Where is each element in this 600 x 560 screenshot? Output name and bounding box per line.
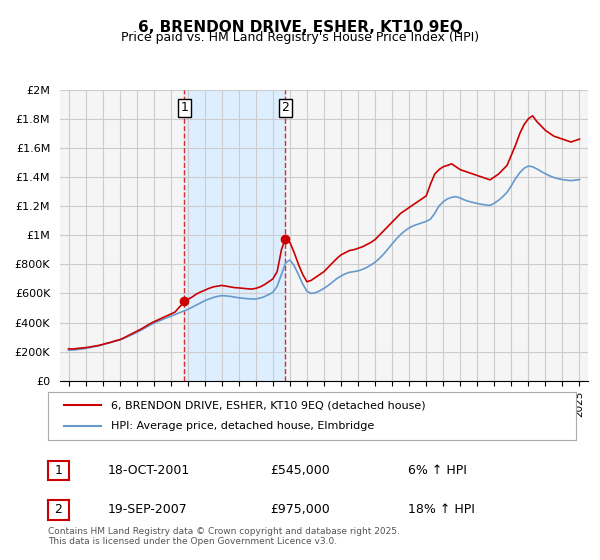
Text: 1: 1 [55,464,62,477]
Text: Contains HM Land Registry data © Crown copyright and database right 2025.
This d: Contains HM Land Registry data © Crown c… [48,526,400,546]
Text: 1: 1 [181,101,188,114]
Text: £975,000: £975,000 [270,503,330,516]
Text: 6, BRENDON DRIVE, ESHER, KT10 9EQ (detached house): 6, BRENDON DRIVE, ESHER, KT10 9EQ (detac… [112,400,426,410]
Bar [184,90,285,381]
Text: 2: 2 [281,101,289,114]
Text: Price paid vs. HM Land Registry's House Price Index (HPI): Price paid vs. HM Land Registry's House … [121,31,479,44]
Text: 18-OCT-2001: 18-OCT-2001 [108,464,190,477]
Text: 6% ↑ HPI: 6% ↑ HPI [408,464,467,477]
Text: 6, BRENDON DRIVE, ESHER, KT10 9EQ: 6, BRENDON DRIVE, ESHER, KT10 9EQ [137,20,463,35]
Text: £545,000: £545,000 [270,464,330,477]
Text: 18% ↑ HPI: 18% ↑ HPI [408,503,475,516]
Text: 19-SEP-2007: 19-SEP-2007 [108,503,188,516]
Text: HPI: Average price, detached house, Elmbridge: HPI: Average price, detached house, Elmb… [112,421,374,431]
Text: 2: 2 [55,503,62,516]
